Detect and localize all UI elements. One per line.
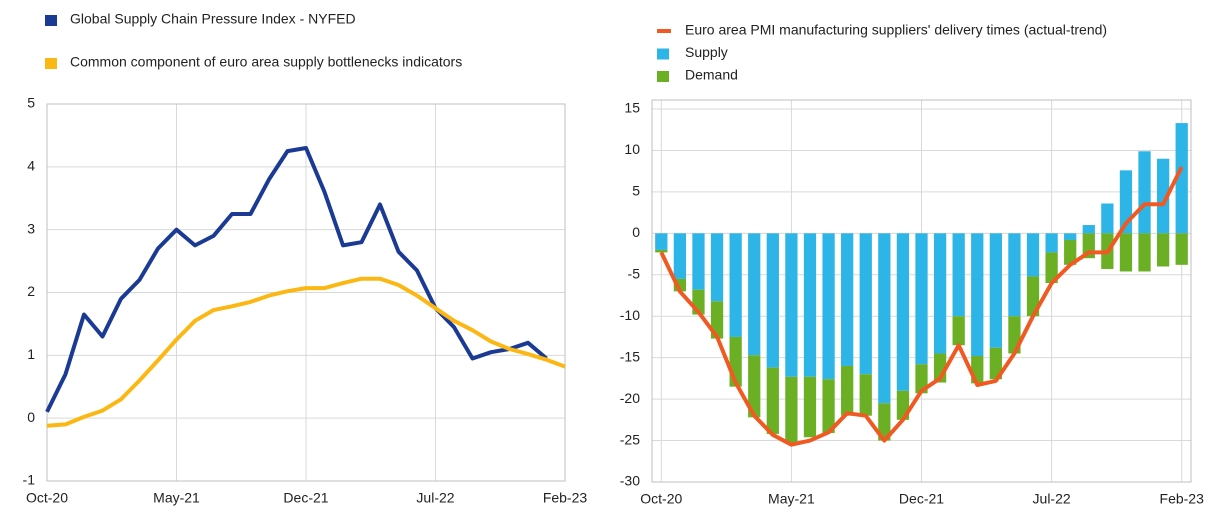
bar xyxy=(1101,203,1114,234)
y-tick-label: -1 xyxy=(23,472,36,488)
bar xyxy=(859,233,872,375)
bar xyxy=(822,379,835,434)
bar xyxy=(896,233,910,391)
bar xyxy=(655,233,668,250)
bar xyxy=(952,233,965,317)
legend-label: Common component of euro area supply bot… xyxy=(70,54,462,70)
y-tick-label: -5 xyxy=(628,265,641,281)
bar xyxy=(1064,233,1077,240)
bar xyxy=(915,364,928,394)
bar xyxy=(1175,123,1188,234)
bar xyxy=(933,233,947,354)
y-tick-label: 0 xyxy=(632,224,640,240)
y-tick-label: 5 xyxy=(27,95,35,111)
y-tick-label: -30 xyxy=(620,473,640,489)
plot-frame xyxy=(651,99,1192,483)
y-tick-label: 1 xyxy=(27,346,35,362)
line xyxy=(45,146,548,413)
bar xyxy=(1064,239,1077,265)
x-tick-label: Dec-21 xyxy=(899,491,944,507)
bar xyxy=(1156,158,1170,234)
bar xyxy=(1138,151,1151,234)
bar xyxy=(971,233,984,357)
y-tick-label: 0 xyxy=(27,409,35,425)
bar xyxy=(803,376,817,438)
y-tick-label: -15 xyxy=(620,348,640,364)
y-tick-label: 4 xyxy=(27,158,35,174)
bar xyxy=(952,316,965,346)
legend-label: Euro area PMI manufacturing suppliers' d… xyxy=(685,22,1107,38)
bar xyxy=(785,233,798,377)
bar xyxy=(989,233,1002,348)
y-tick-label: 10 xyxy=(624,141,640,157)
bar xyxy=(822,233,835,380)
y-tick-label: 3 xyxy=(27,220,35,236)
legend-swatch xyxy=(45,58,57,69)
x-tick-label: Oct-20 xyxy=(26,490,68,506)
bar xyxy=(859,374,872,416)
x-tick-label: Dec-21 xyxy=(283,490,328,506)
bar xyxy=(841,365,854,416)
bar xyxy=(673,233,687,279)
bar xyxy=(1045,233,1058,253)
bar xyxy=(748,233,761,356)
bar xyxy=(878,233,891,404)
bar xyxy=(692,233,705,290)
line xyxy=(659,166,1184,447)
bar xyxy=(878,403,891,441)
x-tick-label: Feb-23 xyxy=(1160,491,1205,507)
y-tick-label: 5 xyxy=(632,183,640,199)
x-tick-label: Jul-22 xyxy=(416,490,454,506)
bar xyxy=(915,233,928,365)
legend-label: Demand xyxy=(685,67,738,83)
legend-swatch xyxy=(657,48,669,60)
bar xyxy=(1175,233,1188,265)
bar xyxy=(1045,252,1058,284)
x-tick-label: Oct-20 xyxy=(640,491,682,507)
x-tick-label: May-21 xyxy=(768,491,815,507)
bar xyxy=(1119,233,1133,272)
bar xyxy=(989,347,1002,380)
line xyxy=(46,276,566,428)
bar xyxy=(710,301,724,339)
legend-swatch xyxy=(45,15,57,26)
y-tick-label: -10 xyxy=(620,307,640,323)
legend-label: Global Supply Chain Pressure Index - NYF… xyxy=(70,11,356,27)
y-tick-label: -25 xyxy=(620,431,640,447)
y-tick-label: -20 xyxy=(620,390,640,406)
bar xyxy=(1082,225,1095,234)
x-tick-label: Feb-23 xyxy=(543,490,588,506)
bar xyxy=(1008,233,1021,317)
x-tick-label: Jul-22 xyxy=(1033,491,1071,507)
y-tick-label: 15 xyxy=(624,100,640,116)
bar xyxy=(766,233,779,368)
bar xyxy=(1138,233,1151,272)
y-tick-label: 2 xyxy=(27,283,35,299)
bar xyxy=(1156,233,1170,267)
x-tick-label: May-21 xyxy=(153,490,200,506)
bar xyxy=(729,233,742,337)
bar xyxy=(785,376,798,444)
bar xyxy=(1026,276,1040,317)
legend-swatch xyxy=(657,71,669,82)
bar xyxy=(841,233,854,366)
bar xyxy=(710,233,724,302)
bar xyxy=(748,355,761,418)
bar xyxy=(655,249,668,253)
bar xyxy=(803,233,817,377)
plot-frame xyxy=(46,103,566,482)
bar xyxy=(766,367,779,434)
bar xyxy=(1026,233,1040,277)
legend-label: Supply xyxy=(685,44,728,60)
